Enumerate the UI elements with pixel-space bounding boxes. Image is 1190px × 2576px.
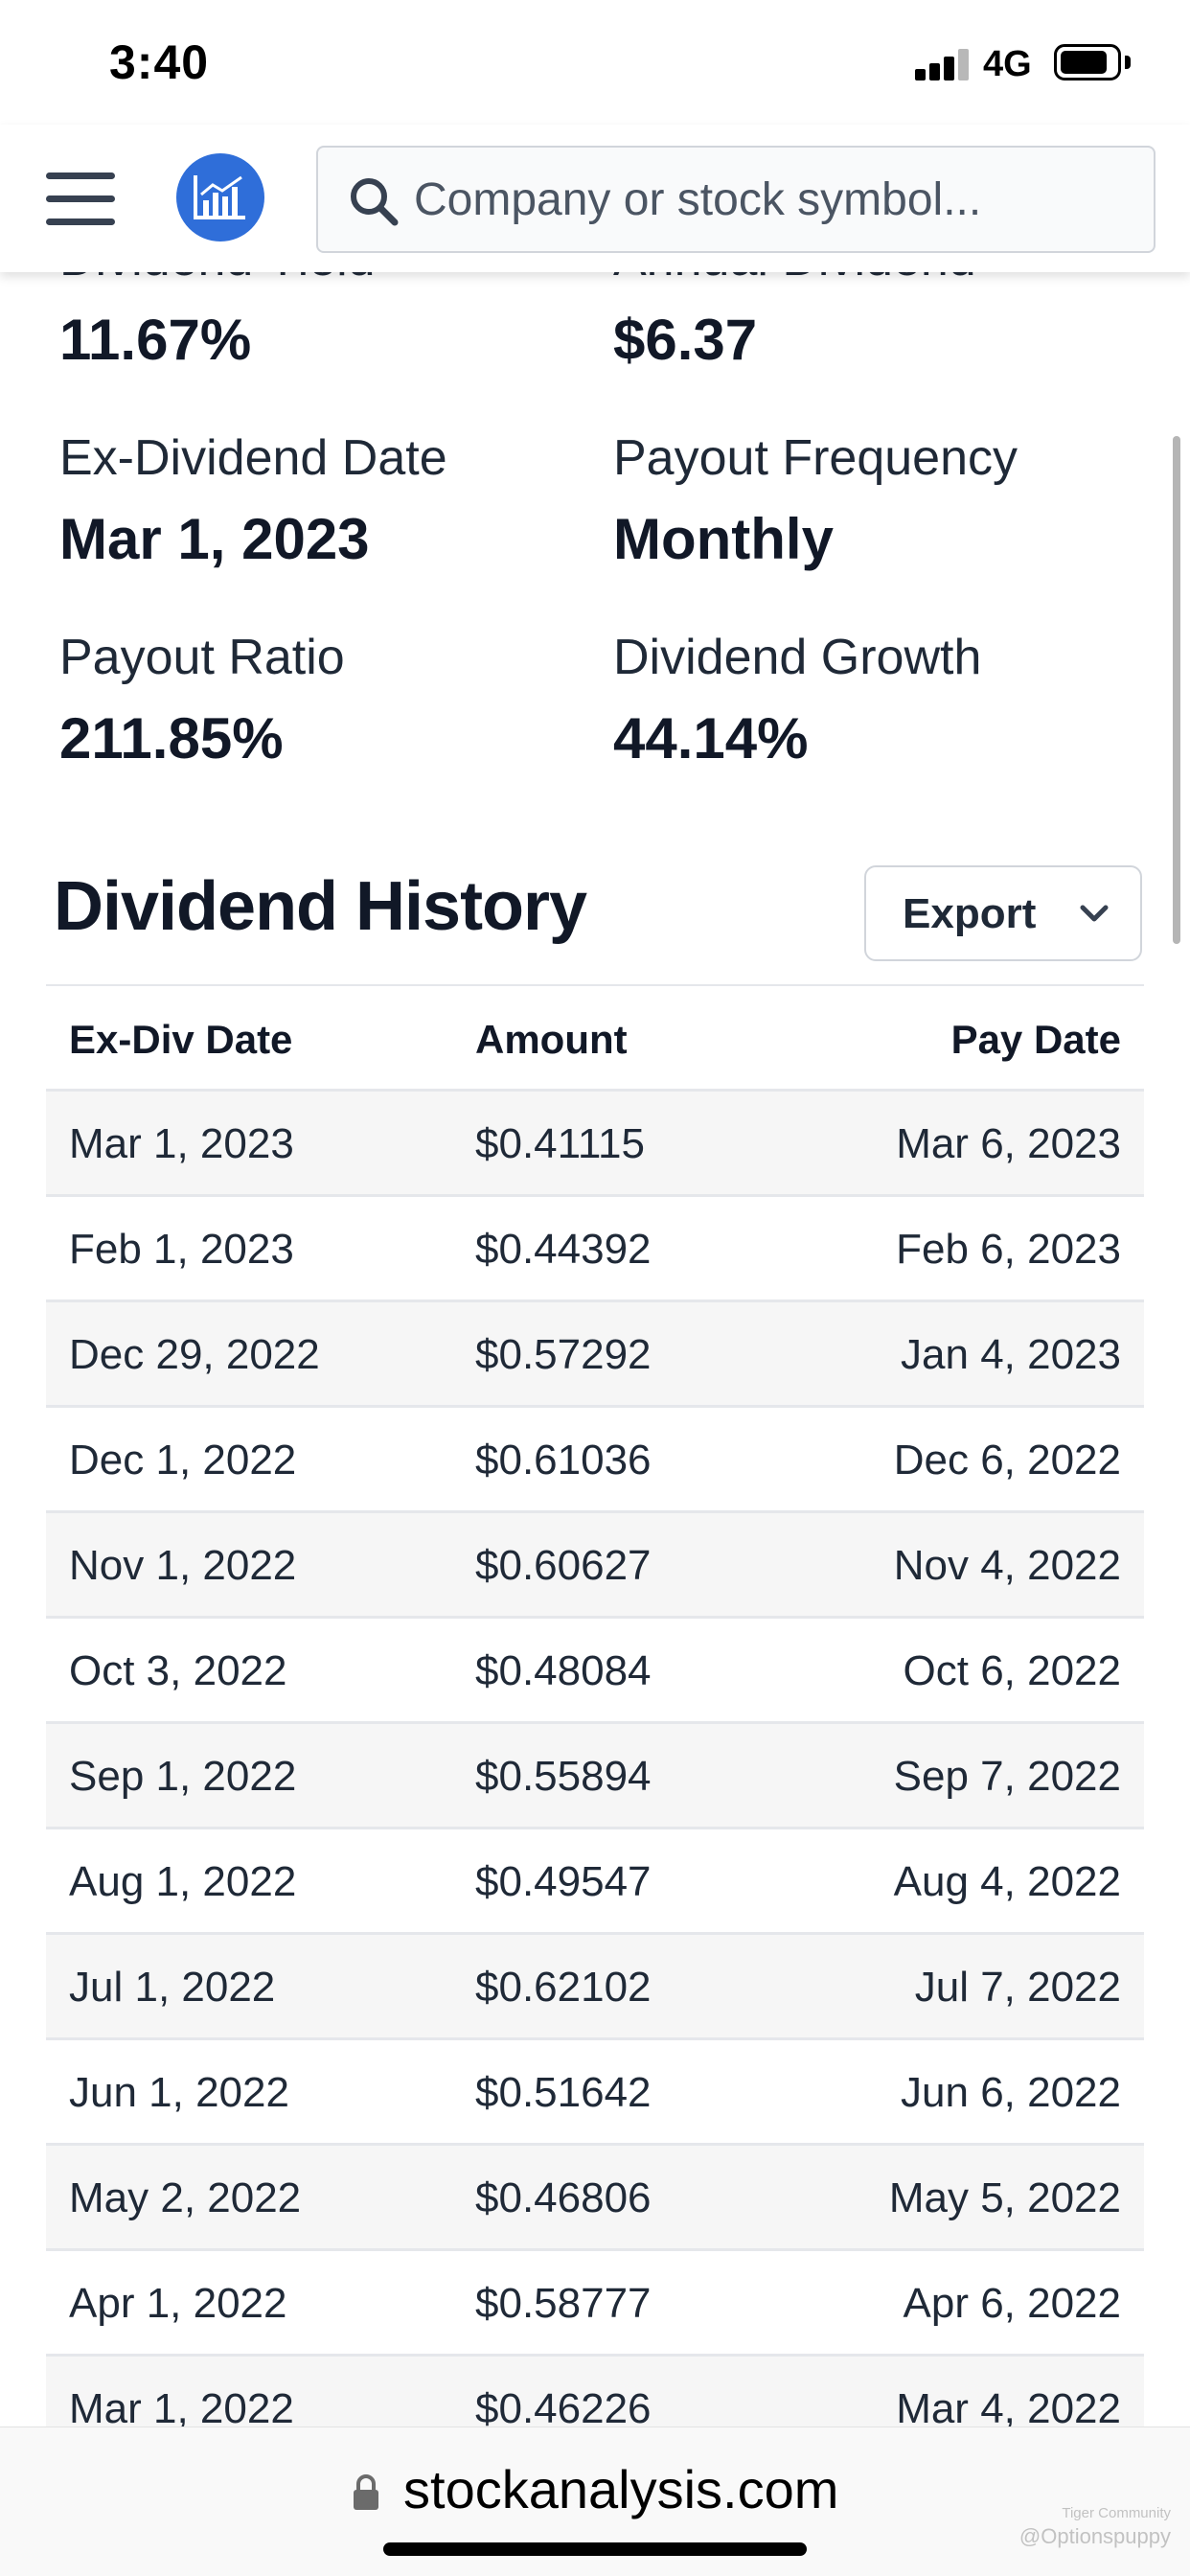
url-text: stockanalysis.com xyxy=(403,2459,839,2519)
cell-ex-div-date: Nov 1, 2022 xyxy=(69,1542,297,1589)
table-row: Aug 1, 2022 $0.49547 Aug 4, 2022 xyxy=(46,1829,1144,1935)
cell-amount: $0.57292 xyxy=(475,1331,652,1378)
cell-pay-date: Apr 6, 2022 xyxy=(903,2280,1122,2327)
table-row: Jul 1, 2022 $0.62102 Jul 7, 2022 xyxy=(46,1935,1144,2040)
search-box[interactable] xyxy=(316,146,1156,253)
table-row: Apr 1, 2022 $0.58777 Apr 6, 2022 xyxy=(46,2251,1144,2357)
lock-icon xyxy=(352,2473,380,2512)
table-row: Jun 1, 2022 $0.51642 Jun 6, 2022 xyxy=(46,2040,1144,2146)
cell-amount: $0.49547 xyxy=(475,1858,652,1905)
cell-pay-date: Sep 7, 2022 xyxy=(893,1753,1121,1800)
cell-amount: $0.51642 xyxy=(475,2069,652,2116)
dividend-history-table: Ex-Div Date Amount Pay Date Mar 1, 2023 $… xyxy=(46,984,1144,2462)
cell-ex-div-date: Feb 1, 2023 xyxy=(69,1226,294,1273)
stat-value-dividend-yield: 11.67% xyxy=(59,308,252,372)
export-button[interactable]: Export xyxy=(864,865,1142,961)
stat-label-ex-dividend-date: Ex-Dividend Date xyxy=(59,430,447,486)
cell-ex-div-date: May 2, 2022 xyxy=(69,2174,302,2221)
export-button-label: Export xyxy=(903,890,1037,937)
table-row: May 2, 2022 $0.46806 May 5, 2022 xyxy=(46,2146,1144,2251)
column-header-ex-div-date[interactable]: Ex-Div Date xyxy=(69,1017,293,1062)
cell-pay-date: Nov 4, 2022 xyxy=(893,1542,1121,1589)
table-row: Dec 29, 2022 $0.57292 Jan 4, 2023 xyxy=(46,1302,1144,1408)
cell-ex-div-date: Aug 1, 2022 xyxy=(69,1858,297,1905)
cell-pay-date: Mar 4, 2022 xyxy=(896,2385,1121,2432)
table-row: Sep 1, 2022 $0.55894 Sep 7, 2022 xyxy=(46,1724,1144,1829)
cell-pay-date: Dec 6, 2022 xyxy=(893,1437,1121,1484)
cell-pay-date: Feb 6, 2023 xyxy=(896,1226,1121,1273)
stat-value-payout-ratio: 211.85% xyxy=(59,706,284,770)
status-time: 3:40 xyxy=(109,35,210,89)
cell-ex-div-date: Mar 1, 2022 xyxy=(69,2385,294,2432)
cell-amount: $0.62102 xyxy=(475,1964,652,2011)
column-header-amount[interactable]: Amount xyxy=(475,1017,628,1062)
watermark-line-2: @Optionspuppy xyxy=(1018,2523,1171,2548)
top-header xyxy=(0,125,1190,272)
hamburger-menu-icon[interactable] xyxy=(46,172,115,226)
cellular-signal-icon xyxy=(915,48,971,80)
page-scrollbar[interactable] xyxy=(1173,436,1180,944)
watermark: Tiger Community @Optionspuppy xyxy=(979,2504,1171,2550)
status-bar: 3:40 4G xyxy=(0,0,1190,125)
cell-pay-date: Jul 7, 2022 xyxy=(914,1964,1121,2011)
battery-tip xyxy=(1125,56,1131,69)
cell-pay-date: Mar 6, 2023 xyxy=(896,1120,1121,1167)
chart-logo-icon[interactable] xyxy=(176,153,264,242)
column-header-pay-date[interactable]: Pay Date xyxy=(950,1017,1121,1062)
cell-amount: $0.48084 xyxy=(475,1647,652,1694)
stat-value-payout-frequency: Monthly xyxy=(613,507,834,571)
cell-ex-div-date: Mar 1, 2023 xyxy=(69,1120,294,1167)
cell-amount: $0.60627 xyxy=(475,1542,652,1589)
network-type: 4G xyxy=(983,44,1032,84)
cell-ex-div-date: Apr 1, 2022 xyxy=(69,2280,287,2327)
cell-amount: $0.46806 xyxy=(475,2174,652,2221)
stat-label-dividend-growth: Dividend Growth xyxy=(613,630,982,685)
cell-ex-div-date: Dec 1, 2022 xyxy=(69,1437,297,1484)
cell-amount: $0.55894 xyxy=(475,1753,652,1800)
stat-value-dividend-growth: 44.14% xyxy=(613,706,809,770)
table-row: Dec 1, 2022 $0.61036 Dec 6, 2022 xyxy=(46,1408,1144,1513)
cell-pay-date: May 5, 2022 xyxy=(888,2174,1121,2221)
cell-amount: $0.61036 xyxy=(475,1437,652,1484)
cell-ex-div-date: Jul 1, 2022 xyxy=(69,1964,276,2011)
cell-amount: $0.58777 xyxy=(475,2280,652,2327)
cell-ex-div-date: Dec 29, 2022 xyxy=(69,1331,320,1378)
table-row: Feb 1, 2023 $0.44392 Feb 6, 2023 xyxy=(46,1197,1144,1302)
stat-value-annual-dividend: $6.37 xyxy=(613,308,758,372)
stat-label-payout-ratio: Payout Ratio xyxy=(59,630,345,685)
chevron-down-icon xyxy=(1080,905,1109,922)
stat-label-payout-frequency: Payout Frequency xyxy=(613,430,1018,486)
address-bar[interactable]: stockanalysis.com xyxy=(0,2458,1190,2520)
home-indicator[interactable] xyxy=(383,2542,807,2556)
cell-ex-div-date: Sep 1, 2022 xyxy=(69,1753,297,1800)
cell-pay-date: Jun 6, 2022 xyxy=(901,2069,1121,2116)
stat-value-ex-dividend-date: Mar 1, 2023 xyxy=(59,507,370,571)
dividend-history-title: Dividend History xyxy=(54,868,587,945)
cell-amount: $0.46226 xyxy=(475,2385,652,2432)
cell-pay-date: Jan 4, 2023 xyxy=(901,1331,1121,1378)
table-body: Mar 1, 2023 $0.41115 Mar 6, 2023 Feb 1, 202… xyxy=(46,1092,1144,2462)
table-row: Mar 1, 2023 $0.41115 Mar 6, 2023 xyxy=(46,1092,1144,1197)
cell-ex-div-date: Oct 3, 2022 xyxy=(69,1647,287,1694)
cell-amount: $0.44392 xyxy=(475,1226,652,1273)
cell-ex-div-date: Jun 1, 2022 xyxy=(69,2069,289,2116)
search-input[interactable] xyxy=(414,148,1142,251)
table-row: Oct 3, 2022 $0.48084 Oct 6, 2022 xyxy=(46,1619,1144,1724)
cell-pay-date: Aug 4, 2022 xyxy=(893,1858,1121,1905)
search-icon xyxy=(351,178,399,226)
table-row: Nov 1, 2022 $0.60627 Nov 4, 2022 xyxy=(46,1513,1144,1619)
cell-pay-date: Oct 6, 2022 xyxy=(903,1647,1121,1694)
table-header: Ex-Div Date Amount Pay Date xyxy=(46,986,1144,1092)
battery-icon xyxy=(1054,44,1121,80)
browser-bottom-bar: stockanalysis.com Tiger Community @Optio… xyxy=(0,2426,1190,2576)
watermark-line-1: Tiger Community xyxy=(1062,2505,1171,2521)
cell-amount: $0.41115 xyxy=(475,1120,645,1167)
